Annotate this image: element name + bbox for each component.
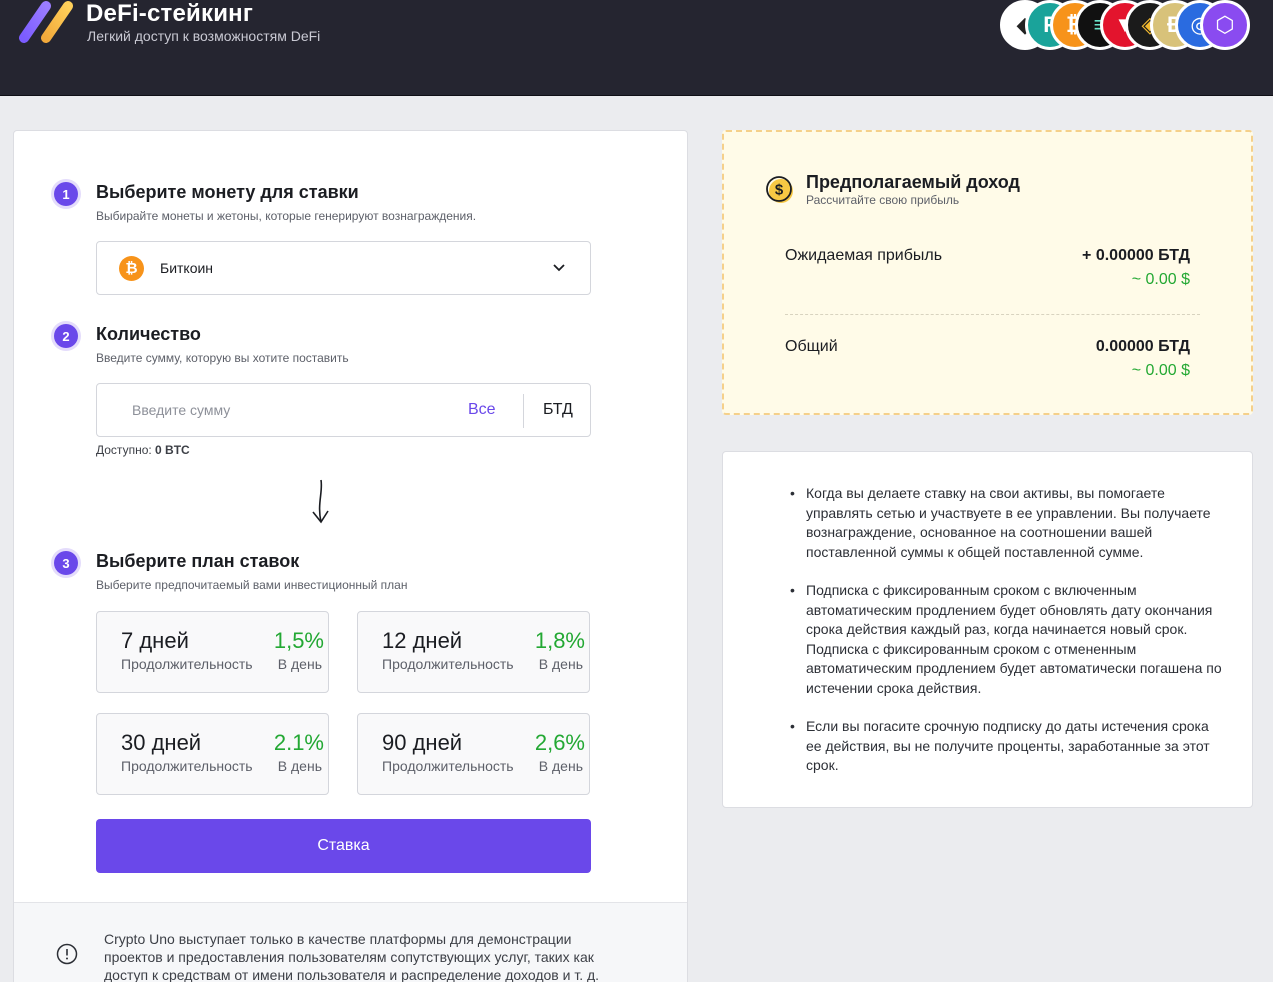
plan-rate: 1,8% xyxy=(534,628,585,653)
step-3-badge: 3 xyxy=(54,551,78,575)
brand-title: DeFi-стейкинг xyxy=(86,0,254,27)
available-label: Доступно: xyxy=(96,443,152,457)
amount-input[interactable] xyxy=(117,392,447,428)
step-1-title: Выберите монету для ставки xyxy=(96,182,359,202)
plan-card-30-days[interactable]: 30 дней Продолжительность 2.1% В день xyxy=(96,713,329,795)
plan-per-label: В день xyxy=(277,656,322,672)
available-value: 0 BTC xyxy=(155,443,190,457)
step-3-title: Выберите план ставок xyxy=(96,551,300,571)
staking-form-panel: 1 Выберите монету для ставки Выбирайте м… xyxy=(13,130,688,982)
total-value: 0.00000 БТД xyxy=(1095,338,1190,355)
disclaimer-text: Crypto Uno выступает только в качестве п… xyxy=(104,931,600,982)
brand-subtitle: Легкий доступ к возможностям DeFi xyxy=(87,28,321,44)
staking-info-panel: Когда вы делаете ставку на свои активы, … xyxy=(722,451,1253,808)
plan-days: 12 дней xyxy=(382,628,463,653)
step-1-subtitle: Выбирайте монеты и жетоны, которые генер… xyxy=(96,209,477,223)
bitcoin-icon: ₿ xyxy=(119,256,144,281)
svg-text:$: $ xyxy=(775,182,784,199)
plan-per-label: В день xyxy=(538,656,583,672)
plan-card-7-days[interactable]: 7 дней Продолжительность 1,5% В день xyxy=(96,611,329,693)
field-divider xyxy=(523,394,524,428)
disclaimer-box: Crypto Uno выступает только в качестве п… xyxy=(14,902,687,982)
plan-per-label: В день xyxy=(538,758,583,774)
total-usd: ~ 0.00 $ xyxy=(1131,362,1190,379)
plan-card-90-days[interactable]: 90 дней Продолжительность 2,6% В день xyxy=(357,713,590,795)
info-list-item: Когда вы делаете ставку на свои активы, … xyxy=(786,484,1226,562)
coin-select[interactable]: ₿ Биткоин xyxy=(96,241,591,295)
plan-rate: 1,5% xyxy=(273,628,324,653)
available-balance: Доступно: 0 BTC xyxy=(96,443,190,457)
total-label: Общий xyxy=(785,338,838,355)
brand-logo-icon[interactable] xyxy=(16,0,78,48)
plan-duration-label: Продолжительность xyxy=(382,758,514,774)
step-3-subtitle: Выберите предпочитаемый вами инвестицион… xyxy=(96,578,408,592)
step-2-subtitle: Введите сумму, которую вы хотите постави… xyxy=(96,351,349,365)
plan-days: 90 дней xyxy=(382,730,463,755)
chevron-down-icon[interactable] xyxy=(552,260,566,274)
chainlink-icon: ⬡ xyxy=(1200,0,1250,50)
amount-field-group: Все БТД xyxy=(96,383,591,437)
plan-days: 30 дней xyxy=(121,730,202,755)
step-2-badge: 2 xyxy=(54,324,78,348)
max-all-button[interactable]: Все xyxy=(468,401,496,418)
income-title: Предполагаемый доход xyxy=(806,172,1020,192)
step-1-badge: 1 xyxy=(54,182,78,206)
stake-button[interactable]: Ставка xyxy=(96,819,591,873)
estimated-income-panel: $ Предполагаемый доход Рассчитайте свою … xyxy=(722,130,1253,415)
plan-duration-label: Продолжительность xyxy=(121,758,253,774)
expected-profit-usd: ~ 0.00 $ xyxy=(1131,271,1190,288)
arrow-down-icon xyxy=(312,479,329,524)
info-list: Когда вы делаете ставку на свои активы, … xyxy=(786,484,1226,795)
info-list-item: Если вы погасите срочную подписку до дат… xyxy=(786,717,1226,776)
info-exclamation-icon xyxy=(56,943,78,965)
plan-rate: 2,6% xyxy=(534,730,585,755)
dollar-coin-icon: $ xyxy=(766,176,793,203)
info-list-item: Подписка с фиксированным сроком с включе… xyxy=(786,581,1226,698)
amount-unit: БТД xyxy=(543,401,573,418)
expected-profit-value: + 0.00000 БТД xyxy=(1082,247,1190,264)
coin-select-value: Биткоин xyxy=(160,260,214,276)
plan-days: 7 дней xyxy=(121,628,189,653)
step-2-title: Количество xyxy=(96,324,201,344)
income-divider xyxy=(785,314,1200,315)
plan-duration-label: Продолжительность xyxy=(121,656,253,672)
expected-profit-label: Ожидаемая прибыль xyxy=(785,247,943,264)
plan-per-label: В день xyxy=(277,758,322,774)
top-header: DeFi-стейкинг Легкий доступ к возможност… xyxy=(0,0,1273,96)
plan-card-12-days[interactable]: 12 дней Продолжительность 1,8% В день xyxy=(357,611,590,693)
supported-coins: ◆F₿≡▼◈Ð◎⬡ xyxy=(1000,0,1260,52)
plan-rate: 2.1% xyxy=(273,730,324,755)
income-subtitle: Рассчитайте свою прибыль xyxy=(806,193,960,207)
plan-duration-label: Продолжительность xyxy=(382,656,514,672)
